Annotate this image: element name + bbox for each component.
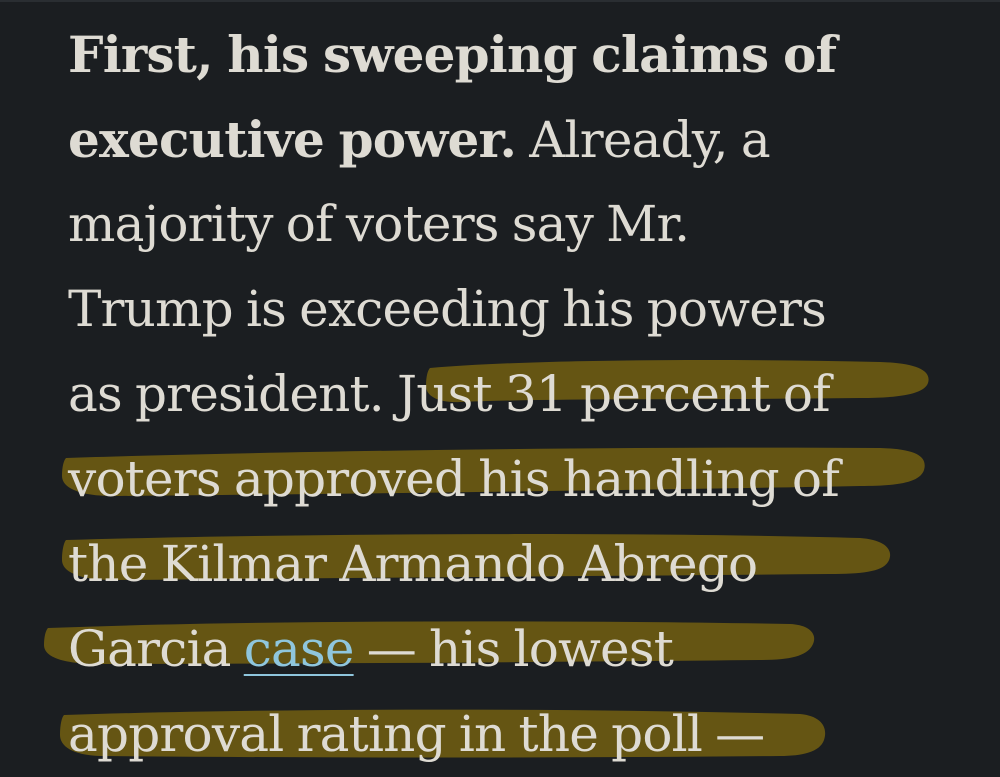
text-line-2: executive power. Already, a xyxy=(68,97,968,182)
text-line-3: majority of voters say Mr. xyxy=(68,182,968,267)
body-text: Already, a xyxy=(516,111,770,169)
body-text: approval rating in the poll — xyxy=(68,705,765,763)
text-line-4: Trump is exceeding his powers xyxy=(68,267,968,352)
body-text: majority of voters say Mr. xyxy=(68,195,690,253)
text-line-8: Garcia case — his lowest xyxy=(68,607,968,692)
case-link[interactable]: case xyxy=(243,620,355,678)
text-line-1: First, his sweeping claims of xyxy=(68,12,968,97)
body-text: — his lowest xyxy=(353,620,674,678)
bold-lead-text: First, his sweeping claims of xyxy=(68,25,837,84)
text-line-7: the Kilmar Armando Abrego xyxy=(68,522,968,607)
body-text: Trump is exceeding his powers xyxy=(68,280,827,338)
body-text: as president. Just 31 percent of xyxy=(68,365,831,423)
article-paragraph: First, his sweeping claims of executive … xyxy=(68,12,968,777)
body-text: the Kilmar Armando Abrego xyxy=(68,535,758,593)
text-line-9: approval rating in the poll — xyxy=(68,692,968,777)
text-line-6: voters approved his handling of xyxy=(68,437,968,522)
text-line-5: as president. Just 31 percent of xyxy=(68,352,968,437)
top-edge xyxy=(0,0,1000,2)
body-text: voters approved his handling of xyxy=(68,450,840,508)
body-text: Garcia xyxy=(68,620,244,678)
bold-lead-text: executive power. xyxy=(68,110,517,169)
